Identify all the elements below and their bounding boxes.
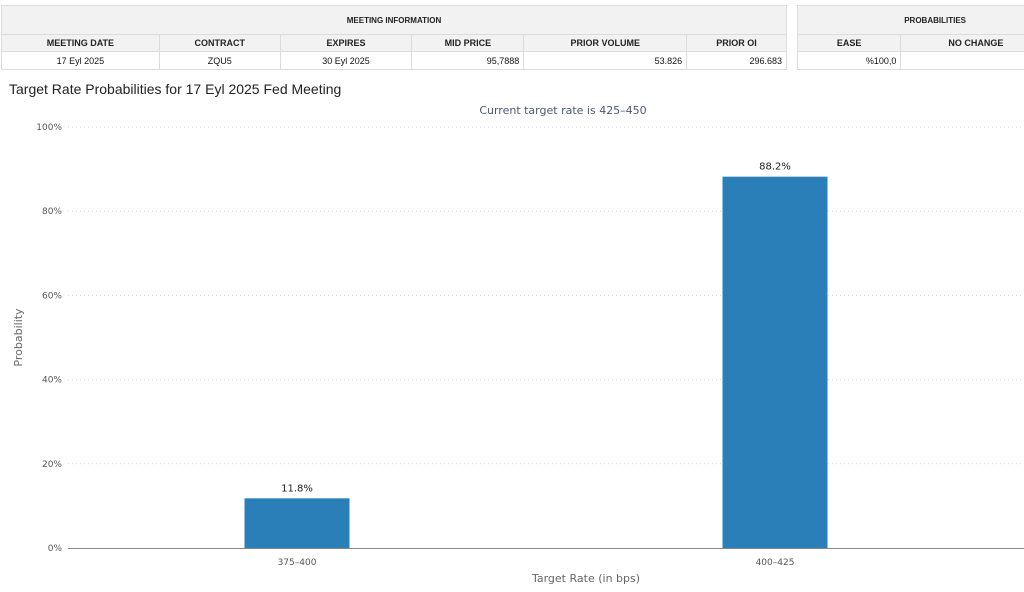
bar bbox=[244, 498, 350, 548]
y-tick-label: 20% bbox=[42, 460, 62, 470]
col-ease: EASE bbox=[796, 34, 902, 52]
cell-prior-volume: 53.826 bbox=[523, 51, 688, 70]
probability-bar-chart: Current target rate is 425–450 0% 20% 40% 6… bbox=[12, 104, 1024, 585]
probabilities-header: PROBABILITIES bbox=[797, 5, 1024, 35]
chart-title: Target Rate Probabilities for 17 Eyl 202… bbox=[9, 81, 342, 97]
cell-meeting-date: 17 Eyl 2025 bbox=[1, 51, 160, 70]
y-tick-label: 40% bbox=[42, 376, 62, 386]
cell-prior-oi: 296.683 bbox=[686, 51, 787, 70]
col-mid-price: MID PRICE bbox=[411, 34, 525, 52]
cell-contract: ZQU5 bbox=[158, 51, 281, 70]
col-expires: EXPIRES bbox=[279, 34, 413, 52]
bar bbox=[722, 176, 828, 548]
x-tick-label: 400–425 bbox=[756, 558, 795, 568]
table-row: %100,0 bbox=[796, 51, 1024, 70]
col-no-change: NO CHANGE bbox=[900, 34, 1024, 52]
cell-no-change bbox=[900, 51, 1024, 70]
chart-subtitle: Current target rate is 425–450 bbox=[479, 104, 646, 117]
y-axis-title: Probability bbox=[12, 308, 25, 367]
cell-mid-price: 95,7888 bbox=[411, 51, 525, 70]
col-meeting-date: MEETING DATE bbox=[1, 34, 160, 52]
cell-ease: %100,0 bbox=[796, 51, 902, 70]
bar-value-label: 88.2% bbox=[759, 162, 791, 173]
x-axis-title: Target Rate (in bps) bbox=[531, 572, 640, 585]
x-tick-label: 375–400 bbox=[278, 558, 317, 568]
probabilities-table: PROBABILITIES EASE NO CHANGE %100,0 bbox=[796, 5, 1024, 70]
col-contract: CONTRACT bbox=[158, 34, 281, 52]
y-tick-label: 100% bbox=[36, 123, 62, 133]
cell-expires: 30 Eyl 2025 bbox=[279, 51, 413, 70]
y-tick-label: 60% bbox=[42, 291, 62, 301]
col-prior-oi: PRIOR OI bbox=[686, 34, 787, 52]
y-tick-label: 80% bbox=[42, 207, 62, 217]
meeting-information-table: MEETING INFORMATION MEETING DATE CONTRAC… bbox=[1, 5, 787, 70]
meeting-information-header: MEETING INFORMATION bbox=[1, 5, 787, 35]
table-row: 17 Eyl 2025 ZQU5 30 Eyl 2025 95,7888 53.… bbox=[1, 51, 787, 70]
y-tick-label: 0% bbox=[48, 544, 63, 554]
bar-value-label: 11.8% bbox=[281, 483, 313, 494]
col-prior-volume: PRIOR VOLUME bbox=[523, 34, 688, 52]
